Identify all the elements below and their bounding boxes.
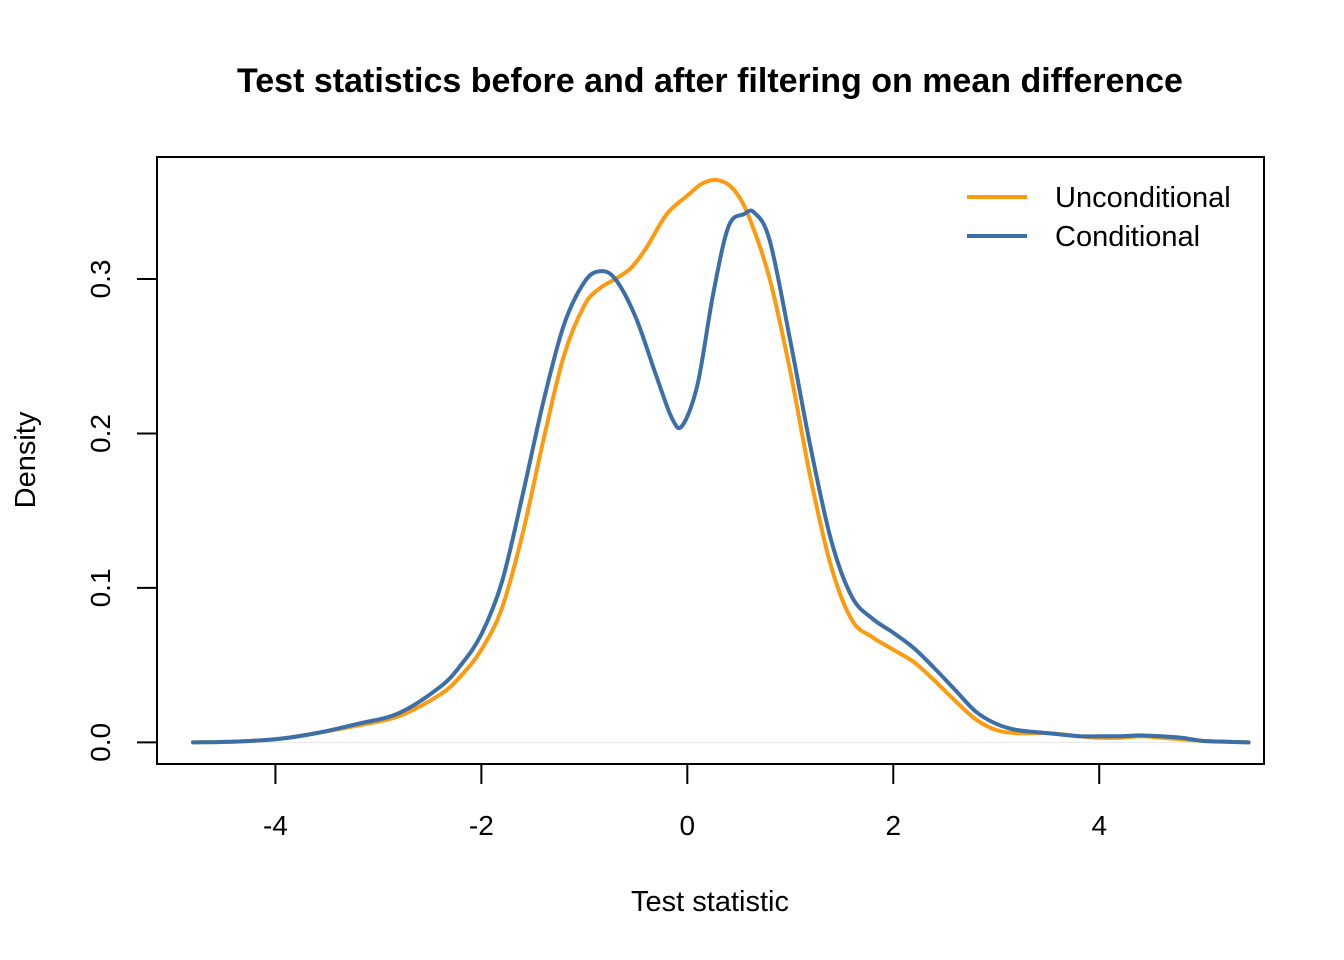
y-tick-label: 0.2 (85, 414, 116, 453)
y-axis-label: Density (10, 411, 42, 508)
y-tick-label: 0.1 (85, 568, 116, 607)
series-layer (191, 177, 1251, 745)
x-tick-label: -2 (469, 810, 494, 841)
y-tick-label: 0.0 (85, 723, 116, 762)
x-tick-label: -4 (263, 810, 288, 841)
x-tick-label: 0 (680, 810, 696, 841)
legend: Unconditional Conditional (967, 182, 1231, 253)
legend-label-conditional: Conditional (1055, 221, 1200, 253)
x-axis: -4 -2 0 2 4 (263, 763, 1107, 841)
x-axis-label: Test statistic (631, 886, 789, 918)
y-axis: 0.0 0.1 0.2 0.3 (85, 260, 158, 762)
legend-label-unconditional: Unconditional (1055, 182, 1231, 214)
x-tick-label: 4 (1091, 810, 1107, 841)
chart-title: Test statistics before and after filteri… (237, 62, 1183, 100)
x-tick-label: 2 (885, 810, 901, 841)
series-line-conditional (191, 208, 1251, 745)
y-tick-label: 0.3 (85, 260, 116, 299)
